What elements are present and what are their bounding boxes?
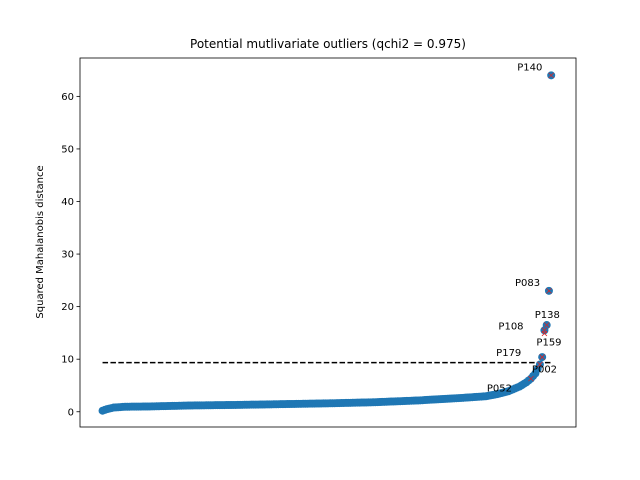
- chart-title: Potential mutlivariate outliers (qchi2 =…: [190, 37, 466, 51]
- outlier-label: P138: [535, 310, 560, 321]
- outlier-marker: [541, 330, 548, 337]
- outlier-marker: [537, 361, 543, 368]
- outlier-marker: [539, 354, 545, 360]
- y-tick-label: 60: [61, 92, 74, 103]
- outlier-label: P159: [536, 337, 561, 348]
- outlier-marker: [548, 72, 554, 79]
- y-tick-label: 30: [61, 250, 74, 261]
- outlier-marker: [546, 288, 552, 294]
- y-tick-label: 0: [68, 407, 74, 418]
- outlier-label: P179: [496, 348, 521, 359]
- y-tick-label: 40: [61, 197, 74, 208]
- outlier-label: P052: [487, 384, 512, 395]
- outlier-marker: [528, 375, 534, 382]
- plot-frame: [79, 57, 577, 428]
- outlier-label: P140: [517, 62, 542, 73]
- outlier-marker: [543, 322, 550, 328]
- outlier-label: P002: [532, 364, 557, 375]
- plot-area: 0 10 20 30 40 50 60 P140 P083 P138 P108 P159 P179 P00…: [61, 62, 561, 418]
- outlier-label: P083: [515, 278, 540, 289]
- y-axis-label: Squared Mahalanobis distance: [35, 165, 46, 318]
- y-tick-label: 50: [61, 144, 74, 155]
- y-tick-label: 20: [61, 302, 74, 313]
- outlier-label: P108: [498, 321, 523, 332]
- y-tick-label: 10: [61, 355, 74, 366]
